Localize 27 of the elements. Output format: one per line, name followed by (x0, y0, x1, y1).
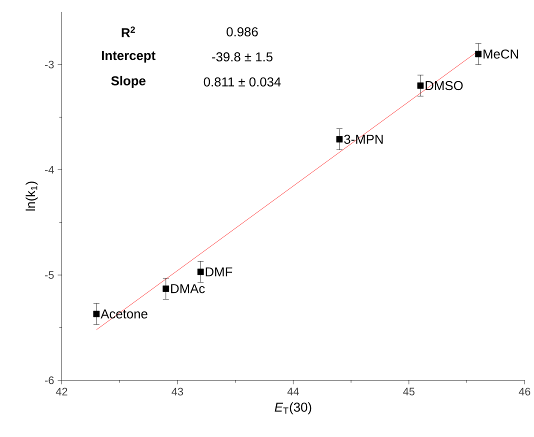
point (197, 268, 204, 276)
annotation: Acetone (100, 309, 148, 318)
y-tick-label: -5 (45, 271, 54, 279)
annotation: -39.8 ± 1.5 (212, 52, 272, 62)
point (93, 310, 100, 318)
x-tick-label: 43 (172, 388, 184, 396)
x-tick-label: 45 (403, 388, 415, 396)
y-tick-label: -4 (45, 166, 54, 174)
text: R$^{2}$ (122, 26, 135, 38)
point (162, 286, 170, 292)
point (475, 50, 482, 58)
x-tick-label: 46 (518, 388, 530, 396)
x-tick-label: 44 (287, 388, 299, 396)
annotation: MeCN (484, 49, 518, 59)
y-axis-title: ln(k$_{1}$) (26, 182, 38, 211)
annotation: Slope (111, 76, 146, 88)
annotation: 0.986 (226, 27, 258, 36)
x-tick-label: 42 (56, 388, 68, 396)
annotation: Intercept (102, 51, 156, 63)
annotation: DMF (206, 267, 232, 276)
x-axis-title: E$_{T}$(30) (274, 402, 312, 414)
annotation: DMAc (171, 284, 205, 294)
annotation: 0.811 ± 0.034 (204, 77, 281, 86)
point (336, 136, 343, 142)
point (417, 82, 424, 89)
y-tick-label: -6 (45, 376, 54, 384)
y-tick-label: -3 (45, 60, 54, 68)
